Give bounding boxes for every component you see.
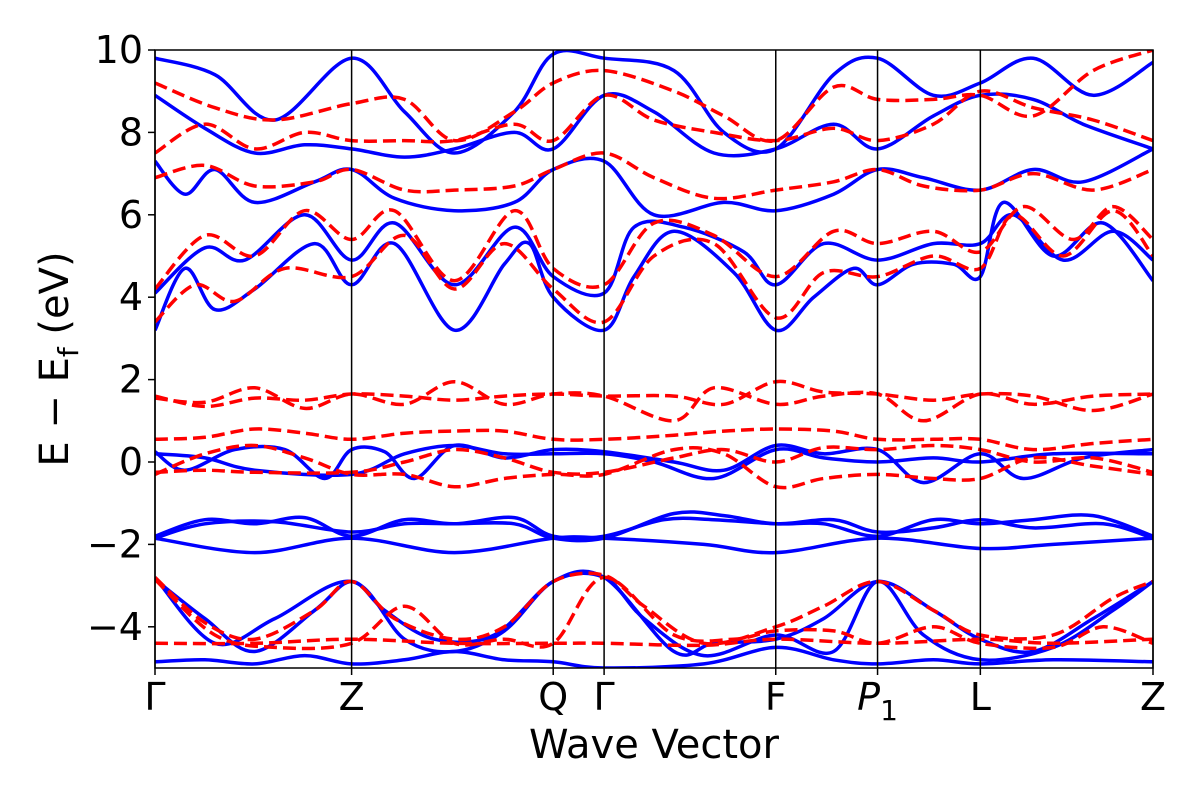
y-tick-label-4: 4 xyxy=(119,275,143,319)
y-tick-label-1: −2 xyxy=(87,522,143,566)
x-tick-label-5: P1 xyxy=(857,675,898,727)
spin-down-band-13 xyxy=(155,208,1153,325)
x-tick-label-7: Z xyxy=(1140,675,1166,719)
plot-frame xyxy=(154,49,1154,669)
y-tick-label-3: 2 xyxy=(119,358,143,402)
spin-down-band-20 xyxy=(155,427,1153,452)
spin-down-band-24 xyxy=(155,575,1153,651)
spin-up-band-9 xyxy=(155,535,1153,555)
spin-down-band-14 xyxy=(155,204,1153,291)
spin-down-band-16 xyxy=(155,89,1153,155)
spin-down-band-15 xyxy=(155,151,1153,201)
x-axis-ticks: Γ Z Q Γ F P1 L Z xyxy=(144,668,1166,727)
spin-up-band-1 xyxy=(155,213,1153,298)
y-axis-label-subscript: f xyxy=(52,346,85,357)
x-tick-label-2: Q xyxy=(538,675,568,719)
y-axis-label: E − Ef (eV) xyxy=(32,251,85,466)
spin-up-band-4 xyxy=(155,50,1153,155)
y-axis-label-unit-text: (eV) xyxy=(32,251,78,334)
spin-down-band-19 xyxy=(155,379,1153,413)
high-symmetry-lines xyxy=(154,50,1154,668)
spin-down-band-21 xyxy=(155,443,1153,490)
y-tick-label-2: 0 xyxy=(119,440,143,484)
y-tick-label-5: 6 xyxy=(119,193,143,237)
band-lines xyxy=(155,50,1153,668)
spin-up-band-3 xyxy=(155,92,1153,159)
y-axis-label-main: E − E xyxy=(32,357,78,467)
y-axis-ticks: −4 −2 0 2 4 6 8 10 xyxy=(87,28,155,649)
spin-up-band-6 xyxy=(155,443,1153,481)
spin-down-band-25 xyxy=(155,637,1153,648)
y-axis-label-unit xyxy=(32,335,78,348)
y-tick-label-7: 10 xyxy=(95,28,143,72)
spin-down-band-18 xyxy=(155,379,1153,423)
x-tick-label-1: Z xyxy=(339,675,365,719)
y-tick-label-6: 8 xyxy=(119,110,143,154)
y-tick-label-0: −4 xyxy=(87,605,143,649)
x-tick-label-0: Γ xyxy=(144,675,165,719)
x-tick-label-4: F xyxy=(765,675,787,719)
x-tick-label-3: Γ xyxy=(594,675,615,719)
x-axis-label: Wave Vector xyxy=(529,722,780,768)
x-tick-label-6: L xyxy=(970,675,991,719)
